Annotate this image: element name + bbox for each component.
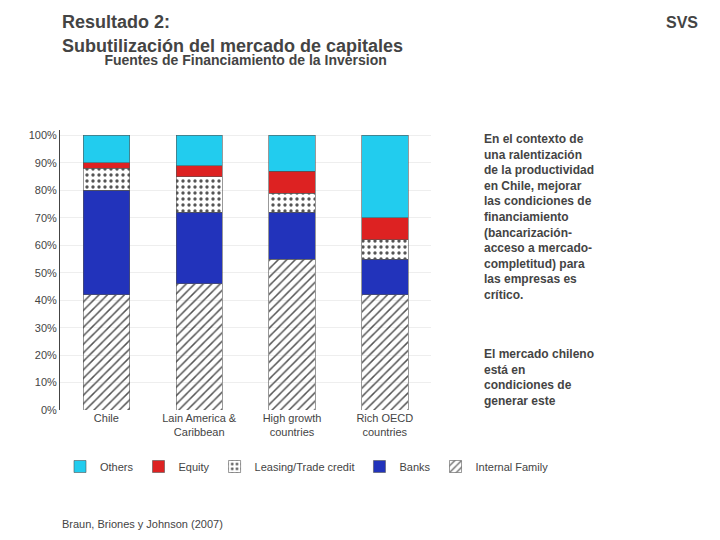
svg-text:Rich OECDcountries: Rich OECDcountries (356, 412, 413, 438)
svg-text:0%: 0% (41, 404, 57, 416)
svg-text:30%: 30% (35, 322, 57, 334)
svg-text:Leasing/Trade credit: Leasing/Trade credit (255, 461, 355, 473)
svg-text:Subutilización del mercado de: Subutilización del mercado de capitales (62, 36, 403, 56)
svg-text:SVS: SVS (666, 14, 698, 31)
svg-text:Braun, Briones y Johnson (2007: Braun, Briones y Johnson (2007) (62, 518, 223, 530)
svg-text:80%: 80% (35, 184, 57, 196)
svg-text:Equity: Equity (179, 461, 210, 473)
svg-text:Resultado 2:: Resultado 2: (62, 12, 170, 32)
svg-text:Internal Family: Internal Family (476, 461, 549, 473)
svg-text:En el contexto deuna ralentiza: En el contexto deuna ralentizaciónde la … (484, 132, 594, 302)
svg-text:70%: 70% (35, 212, 57, 224)
svg-text:50%: 50% (35, 267, 57, 279)
svg-text:Chile: Chile (94, 412, 119, 424)
svg-text:Fuentes de Financiamiento de l: Fuentes de Financiamiento de la Inversio… (104, 52, 386, 68)
svg-text:20%: 20% (35, 349, 57, 361)
svg-text:El mercado chilenoestá encondi: El mercado chilenoestá encondiciones deg… (484, 347, 594, 408)
svg-text:Others: Others (100, 461, 134, 473)
svg-text:Banks: Banks (399, 461, 430, 473)
svg-text:Lain America &Caribbean: Lain America &Caribbean (162, 412, 237, 438)
svg-text:90%: 90% (35, 157, 57, 169)
svg-text:10%: 10% (35, 376, 57, 388)
svg-text:40%: 40% (35, 294, 57, 306)
svg-text:60%: 60% (35, 239, 57, 251)
svg-text:High growthcountries: High growthcountries (263, 412, 322, 438)
svg-text:100%: 100% (29, 129, 57, 141)
